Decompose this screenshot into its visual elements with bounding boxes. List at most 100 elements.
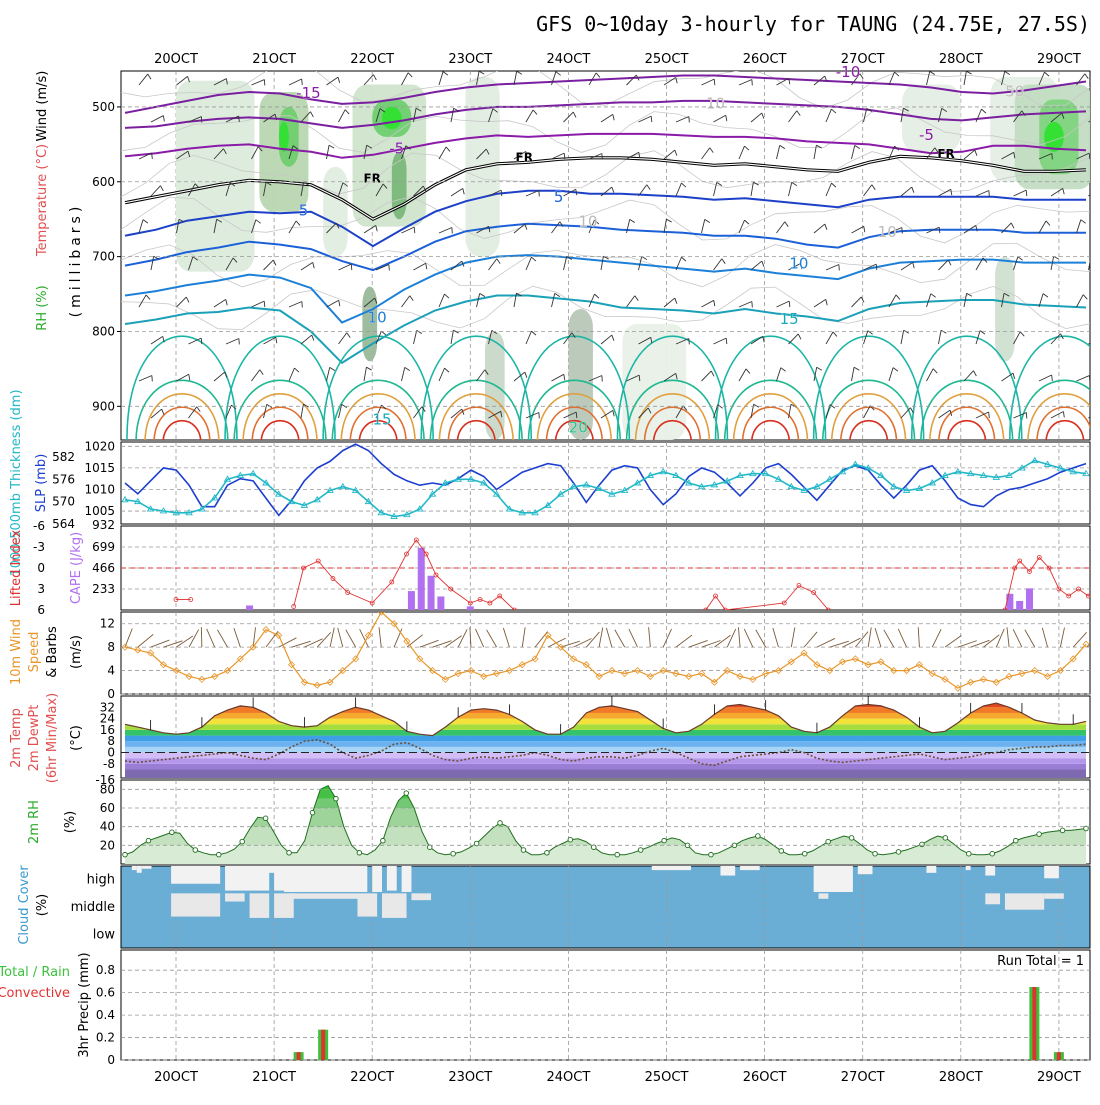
wind-barb <box>825 224 827 230</box>
wind-barb <box>702 300 714 307</box>
wind-barb <box>339 300 340 306</box>
temperature-contour <box>725 380 817 443</box>
wind-barb <box>675 298 677 304</box>
wind-barb <box>601 335 612 344</box>
precip-legend-convective: Convective <box>0 986 70 1001</box>
wind-barb <box>189 374 190 380</box>
wind-barb <box>1077 376 1090 381</box>
wind-barb <box>1091 256 1096 259</box>
wind-barb <box>1043 294 1048 298</box>
slp-tick-label: 1015 <box>84 461 115 475</box>
day-label-bottom: 23OCT <box>448 1070 492 1085</box>
rh-tick-label: 80 <box>100 782 115 796</box>
wind-barb <box>1025 630 1035 647</box>
wind-barb <box>226 338 239 344</box>
wind-barb <box>444 294 448 298</box>
wind-barb <box>1018 257 1023 261</box>
contour-label: 5 <box>299 201 309 219</box>
precip-tick-label: 0.4 <box>96 1008 115 1022</box>
wind-barb <box>339 110 346 122</box>
rh-point <box>568 837 573 842</box>
rh-point <box>334 796 339 801</box>
rh-shading <box>279 122 289 152</box>
cape-tick-label: 466 <box>92 561 115 575</box>
wind-barb <box>138 634 153 647</box>
thickness-tick-label: 564 <box>52 517 75 531</box>
wind-barb <box>402 73 409 85</box>
wind-barb <box>830 641 849 647</box>
rh-point <box>263 816 268 821</box>
wind-barb <box>714 338 727 344</box>
cloud-high-cell <box>720 866 735 876</box>
wind-barb <box>301 262 313 270</box>
wind-barb <box>996 629 1004 647</box>
temperature-contour <box>921 380 1013 443</box>
wind-barb <box>217 630 227 647</box>
upper-air-plot <box>121 61 1100 444</box>
precip-tick-label: 0.8 <box>96 963 115 977</box>
day-label-top: 26OCT <box>743 52 787 67</box>
thickness-marker <box>122 497 128 502</box>
wind-barb <box>394 629 402 647</box>
cloud-high-cell <box>1044 866 1059 878</box>
temp-band <box>121 770 1090 778</box>
wind-barb <box>234 628 240 647</box>
wind-barb <box>313 262 314 268</box>
wind-barb <box>627 75 637 85</box>
wind-barb <box>714 79 715 85</box>
slp-tick-label: 1020 <box>84 439 115 453</box>
cloud-high-cell <box>814 866 853 892</box>
wind-barb <box>139 295 146 307</box>
wind-barb <box>762 113 764 119</box>
wind-isotach <box>121 244 1090 287</box>
day-label-bottom: 21OCT <box>252 1070 296 1085</box>
wind-barb <box>852 367 855 381</box>
wind-barb <box>726 338 727 344</box>
wind-barb <box>1052 375 1053 381</box>
wind-barb <box>664 298 675 307</box>
wind-barb <box>1046 221 1050 226</box>
wind-barb <box>596 73 600 78</box>
wind-barb <box>451 188 463 196</box>
wind-tick-label: 8 <box>107 640 115 654</box>
cloud-mid-cell <box>289 893 358 898</box>
wind-barb <box>647 185 650 190</box>
wind-barb <box>414 227 415 233</box>
wind-barb <box>789 182 792 196</box>
wind-barb <box>627 296 635 307</box>
panel-ylabel: Cloud Cover <box>17 865 32 945</box>
wind-barb <box>964 71 966 85</box>
wind-barb <box>143 220 148 223</box>
wind-barb <box>702 219 705 233</box>
wind-barb <box>525 372 527 378</box>
rh-point <box>521 848 526 853</box>
wind-barb <box>889 368 893 381</box>
wind-barb <box>564 256 567 270</box>
panel-ylabel: Temperature (°C) <box>35 144 50 257</box>
wind-barb <box>479 71 484 74</box>
rh-tick-label: 20 <box>100 838 115 852</box>
wind-barb <box>347 333 350 338</box>
wind-barb <box>781 368 786 372</box>
wind-barb <box>364 367 366 381</box>
li-tick-label: -6 <box>33 519 45 533</box>
rh-point <box>381 838 386 843</box>
panel-frame <box>121 950 1090 1060</box>
temp-bands <box>121 696 1090 778</box>
wind-barb <box>201 338 202 344</box>
wind-barb <box>976 109 981 122</box>
panel-ylabel: CAPE (J/kg) <box>69 532 84 604</box>
wind-barb <box>613 114 614 120</box>
precip-convective-bar <box>1057 1052 1061 1060</box>
wind-barb <box>480 293 485 296</box>
panel-ylabel: 2m DewPt <box>27 705 42 772</box>
temperature-contour <box>154 407 210 443</box>
wind-barb <box>410 296 413 301</box>
wind-barb <box>475 629 483 647</box>
rh-point <box>287 851 292 856</box>
wind-barb <box>1020 332 1024 336</box>
wind-barb <box>876 264 877 270</box>
wind-barb <box>639 256 642 270</box>
